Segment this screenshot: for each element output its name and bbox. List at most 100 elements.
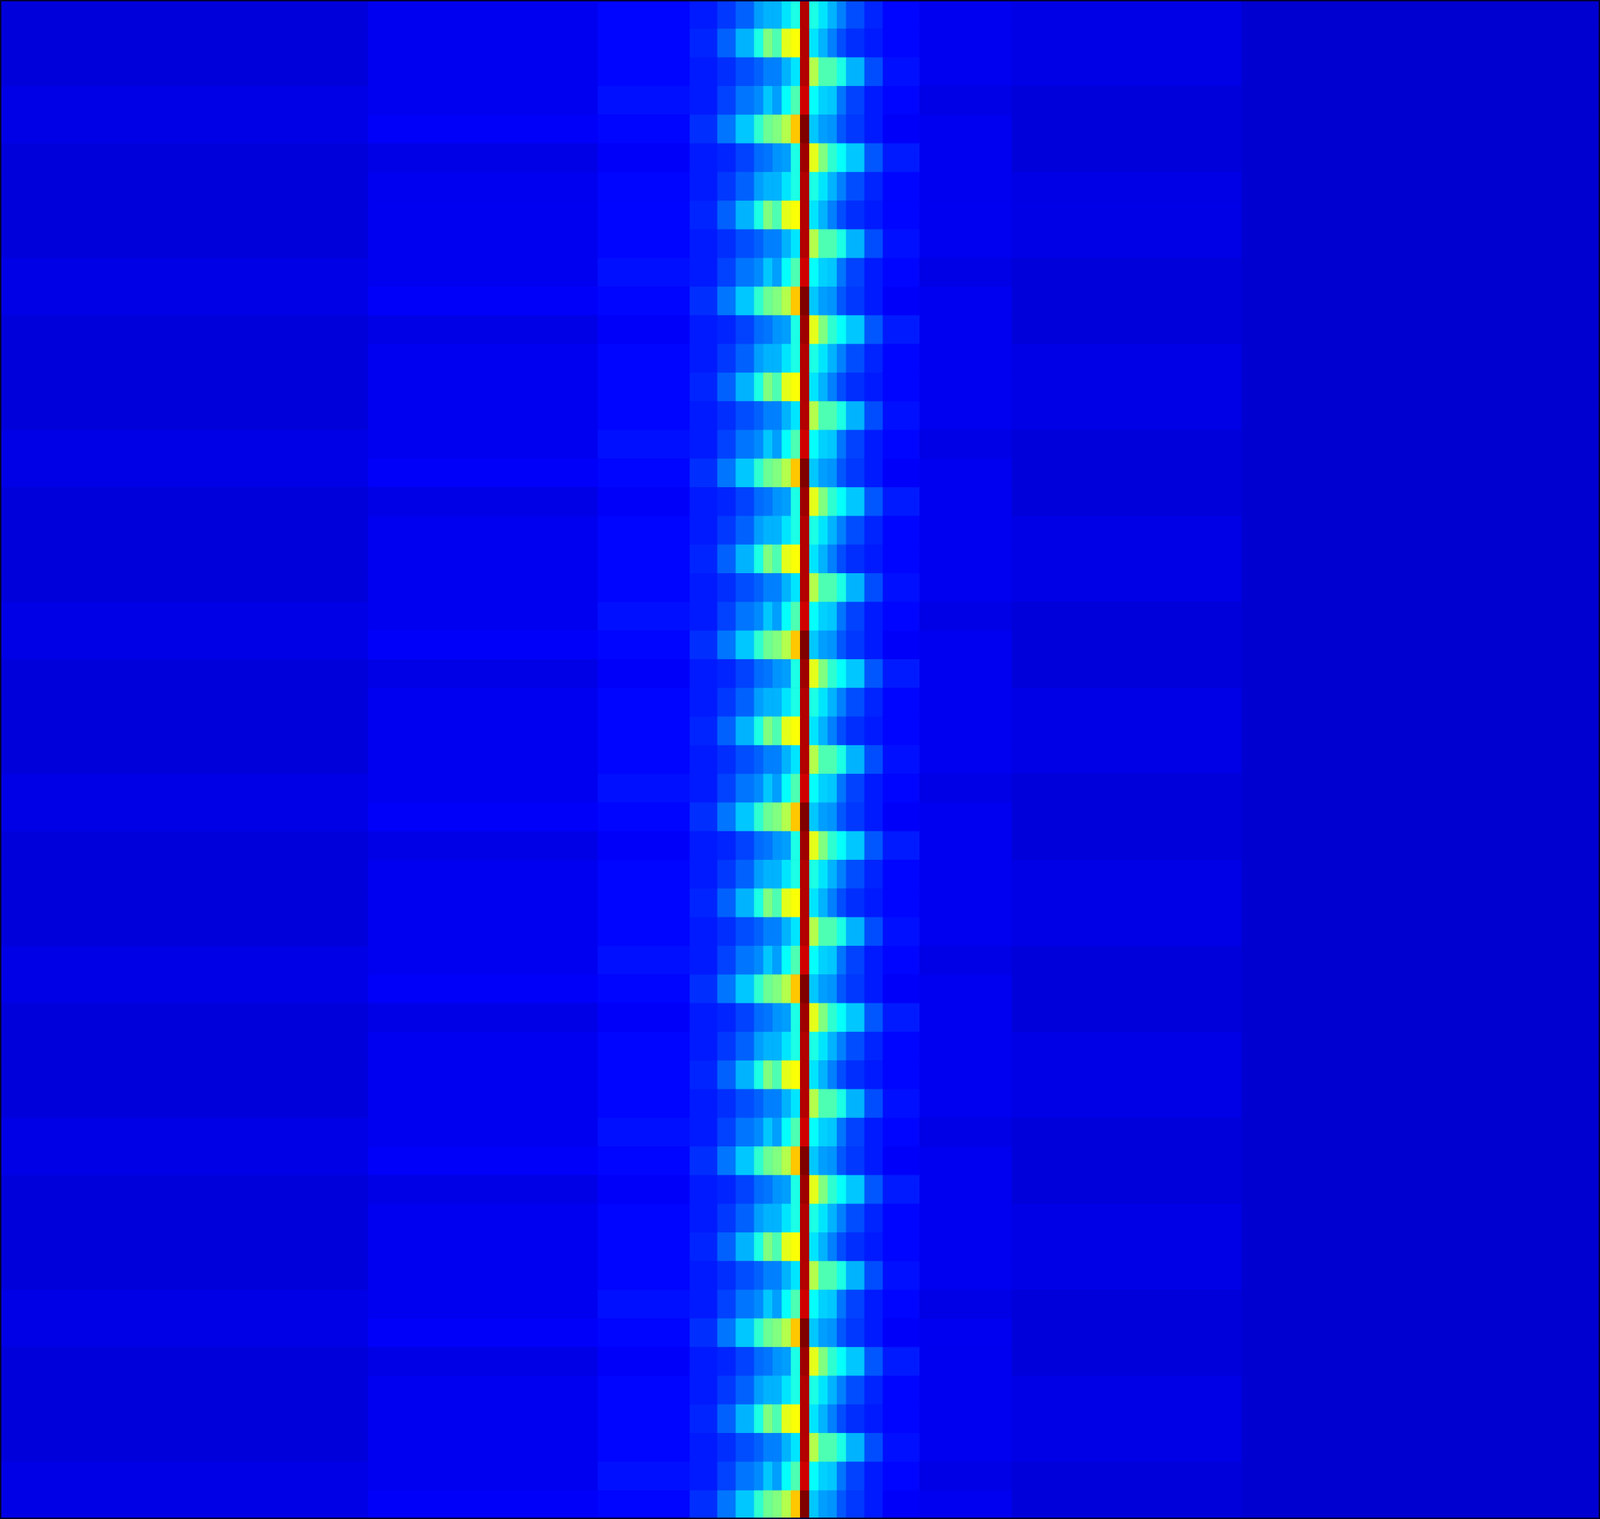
heatmap-cell — [1011, 1404, 1242, 1434]
heatmap-cell — [689, 1260, 718, 1290]
heatmap-cell — [846, 1232, 865, 1262]
heatmap-cell — [800, 802, 810, 832]
heatmap-cell — [763, 114, 773, 144]
heatmap-cell — [598, 1318, 691, 1348]
heatmap-cell — [598, 114, 691, 144]
heatmap-cell — [818, 802, 829, 832]
heatmap-cell — [809, 286, 820, 316]
heatmap-cell — [717, 945, 736, 975]
heatmap-cell — [800, 917, 810, 947]
heatmap-cell — [781, 745, 792, 775]
heatmap-cell — [763, 1404, 773, 1434]
heatmap-cell — [735, 1232, 754, 1262]
heatmap-cell — [735, 1146, 754, 1176]
heatmap-cell — [800, 143, 810, 173]
heatmap-cell — [882, 1031, 920, 1061]
heatmap-cell — [809, 1060, 820, 1090]
heatmap-cell — [864, 831, 884, 861]
heatmap-cell — [882, 114, 920, 144]
heatmap-cell — [689, 1117, 718, 1148]
heatmap-cell — [800, 1060, 810, 1090]
heatmap-cell — [827, 687, 838, 717]
heatmap-cell — [1241, 0, 1600, 30]
heatmap-cell — [864, 1490, 884, 1519]
heatmap-cell — [0, 401, 369, 431]
heatmap-cell — [763, 1490, 773, 1519]
heatmap-cell — [818, 745, 829, 775]
heatmap-cell — [753, 258, 764, 288]
heatmap-cell — [1241, 974, 1600, 1004]
heatmap-cell — [367, 86, 599, 116]
heatmap-cell — [864, 1375, 884, 1405]
heatmap-cell — [809, 1003, 820, 1033]
heatmap-cell — [735, 601, 754, 631]
heatmap-cell — [598, 687, 691, 717]
heatmap-cell — [882, 974, 920, 1004]
heatmap-cell — [753, 1404, 764, 1434]
heatmap-cell — [800, 1260, 810, 1290]
heatmap-cell — [818, 888, 829, 918]
heatmap-cell — [781, 859, 792, 889]
heatmap-cell — [827, 716, 838, 746]
heatmap-cell — [846, 659, 865, 689]
heatmap-cell — [864, 228, 884, 259]
heatmap-cell — [367, 859, 599, 889]
heatmap-cell — [882, 515, 920, 545]
heatmap-cell — [800, 114, 810, 144]
heatmap-cell — [753, 1232, 764, 1262]
heatmap-cell — [846, 1174, 865, 1204]
heatmap-cell — [919, 143, 1012, 173]
heatmap-cell — [818, 487, 829, 517]
heatmap-cell — [836, 1490, 847, 1519]
heatmap-cell — [367, 430, 599, 460]
heatmap-cell — [790, 773, 801, 803]
heatmap-cell — [0, 945, 369, 975]
heatmap-cell — [781, 1375, 792, 1405]
heatmap-cell — [763, 57, 773, 87]
heatmap-cell — [919, 1146, 1012, 1176]
heatmap-cell — [864, 315, 884, 345]
heatmap-cell — [1011, 1088, 1242, 1118]
heatmap-cell — [800, 859, 810, 889]
heatmap-cell — [367, 515, 599, 545]
heatmap-cell — [717, 515, 736, 545]
heatmap-cell — [689, 1232, 718, 1262]
heatmap-cell — [763, 401, 773, 431]
heatmap-cell — [367, 1174, 599, 1204]
heatmap-cell — [753, 831, 764, 861]
heatmap-cell — [598, 859, 691, 889]
heatmap-cell — [836, 544, 847, 574]
heatmap-cell — [598, 1490, 691, 1519]
heatmap-cell — [0, 659, 369, 689]
heatmap-cell — [836, 1003, 847, 1033]
heatmap-cell — [717, 1375, 736, 1405]
heatmap-cell — [864, 1232, 884, 1262]
heatmap-cell — [735, 1260, 754, 1290]
heatmap-cell — [598, 1174, 691, 1204]
heatmap-cell — [790, 372, 801, 402]
heatmap-cell — [1011, 888, 1242, 918]
heatmap-cell — [836, 1432, 847, 1463]
heatmap-cell — [882, 1289, 920, 1320]
heatmap-cell — [763, 1117, 773, 1148]
heatmap-cell — [846, 1260, 865, 1290]
heatmap-cell — [818, 28, 829, 58]
heatmap-cell — [800, 716, 810, 746]
heatmap-cell — [818, 57, 829, 87]
heatmap-cell — [1011, 258, 1242, 288]
heatmap-cell — [790, 544, 801, 574]
heatmap-cell — [919, 716, 1012, 746]
heatmap-cell — [809, 773, 820, 803]
heatmap-cell — [809, 1461, 820, 1491]
heatmap-cell — [836, 0, 847, 30]
heatmap-cell — [753, 401, 764, 431]
heatmap-cell — [827, 143, 838, 173]
heatmap-cell — [818, 1461, 829, 1491]
heatmap-cell — [809, 716, 820, 746]
heatmap-cell — [818, 601, 829, 631]
heatmap-cell — [1241, 917, 1600, 947]
heatmap-cell — [827, 172, 838, 202]
heatmap-cell — [836, 1404, 847, 1434]
heatmap-cell — [846, 1461, 865, 1491]
heatmap-cell — [882, 458, 920, 488]
